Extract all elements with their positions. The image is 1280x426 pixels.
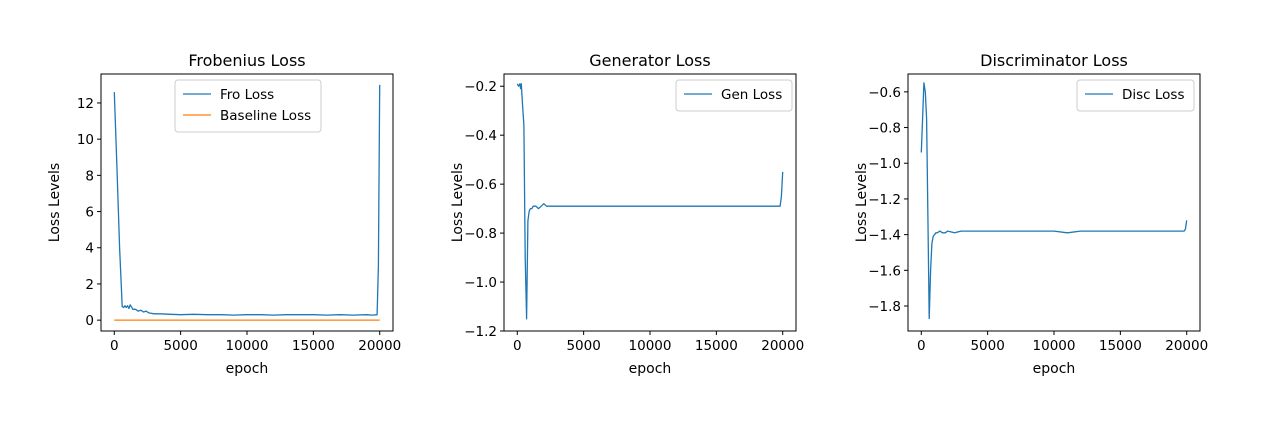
legend-box — [675, 79, 793, 112]
x-tick-label: 10000 — [226, 338, 269, 354]
legend-entry: Baseline Loss — [220, 108, 311, 124]
legend-box — [174, 79, 322, 133]
x-tick-label: 10000 — [629, 338, 672, 354]
x-tick-label: 5000 — [566, 338, 600, 354]
legend-entry: Gen Loss — [721, 87, 782, 103]
plot-frame — [503, 73, 797, 332]
series-line-1 — [516, 83, 784, 320]
y-tick-label: 8 — [85, 168, 94, 184]
x-tick-label: 20000 — [761, 338, 804, 354]
chart-panel-2: Generator Loss 0 5000 10000 15000 20000 −1.2 −1… — [450, 51, 804, 377]
x-tick-label: 15000 — [695, 338, 738, 354]
legend-entry: Disc Loss — [1122, 87, 1185, 103]
y-tick-label: −0.2 — [464, 79, 497, 95]
y-tick-label: −1.8 — [868, 299, 901, 315]
y-tick-label: −0.8 — [464, 226, 497, 242]
series-line-1 — [920, 82, 1188, 320]
legend: Fro Loss Baseline Loss — [174, 79, 322, 133]
x-axis-label: epoch — [226, 361, 269, 377]
x-tick-label: 15000 — [292, 338, 335, 354]
y-axis-label: Loss Levels — [854, 163, 870, 242]
y-tick-label: −0.6 — [868, 85, 901, 101]
legend: Gen Loss — [675, 79, 793, 112]
y-tick-label: −1.4 — [868, 228, 901, 244]
y-axis-label: Loss Levels — [47, 163, 63, 242]
legend-box — [1076, 79, 1195, 112]
x-tick-label: 20000 — [358, 338, 401, 354]
chart-panel-1: Frobenius Loss 0 5000 10000 15000 20000 0 2 4 6 8 1… — [47, 51, 401, 377]
legend: Disc Loss — [1076, 79, 1195, 112]
y-tick-label: −0.6 — [464, 177, 497, 193]
chart-title: Generator Loss — [589, 51, 710, 70]
chart-title: Frobenius Loss — [188, 51, 305, 70]
y-tick-label: −1.2 — [464, 324, 497, 340]
y-tick-label: 6 — [85, 205, 94, 221]
chart-panel-3: Discriminator Loss 0 5000 10000 15000 20000 −1… — [854, 51, 1208, 377]
y-tick-label: 0 — [85, 313, 94, 329]
x-tick-label: 15000 — [1099, 338, 1142, 354]
y-tick-label: −1.6 — [868, 263, 901, 279]
x-tick-label: 0 — [513, 338, 522, 354]
x-tick-label: 5000 — [970, 338, 1004, 354]
chart-title: Discriminator Loss — [980, 51, 1128, 70]
x-tick-label: 0 — [110, 338, 119, 354]
y-tick-label: 4 — [85, 241, 94, 257]
plot-frame — [907, 73, 1201, 332]
series-line-1 — [113, 84, 381, 316]
y-axis-label: Loss Levels — [450, 163, 466, 242]
y-tick-label: 12 — [77, 96, 94, 112]
legend-entry: Fro Loss — [220, 87, 274, 103]
y-tick-label: −0.8 — [868, 121, 901, 137]
y-tick-label: −1.0 — [868, 156, 901, 172]
x-axis-label: epoch — [1033, 361, 1076, 377]
y-tick-label: −1.0 — [464, 275, 497, 291]
y-tick-label: −1.2 — [868, 192, 901, 208]
x-axis-label: epoch — [629, 361, 672, 377]
y-tick-label: 10 — [77, 132, 94, 148]
y-tick-label: 2 — [85, 277, 94, 293]
x-tick-label: 20000 — [1165, 338, 1208, 354]
x-tick-label: 10000 — [1033, 338, 1076, 354]
y-tick-label: −0.4 — [464, 128, 497, 144]
x-tick-label: 0 — [917, 338, 926, 354]
x-tick-label: 5000 — [163, 338, 197, 354]
